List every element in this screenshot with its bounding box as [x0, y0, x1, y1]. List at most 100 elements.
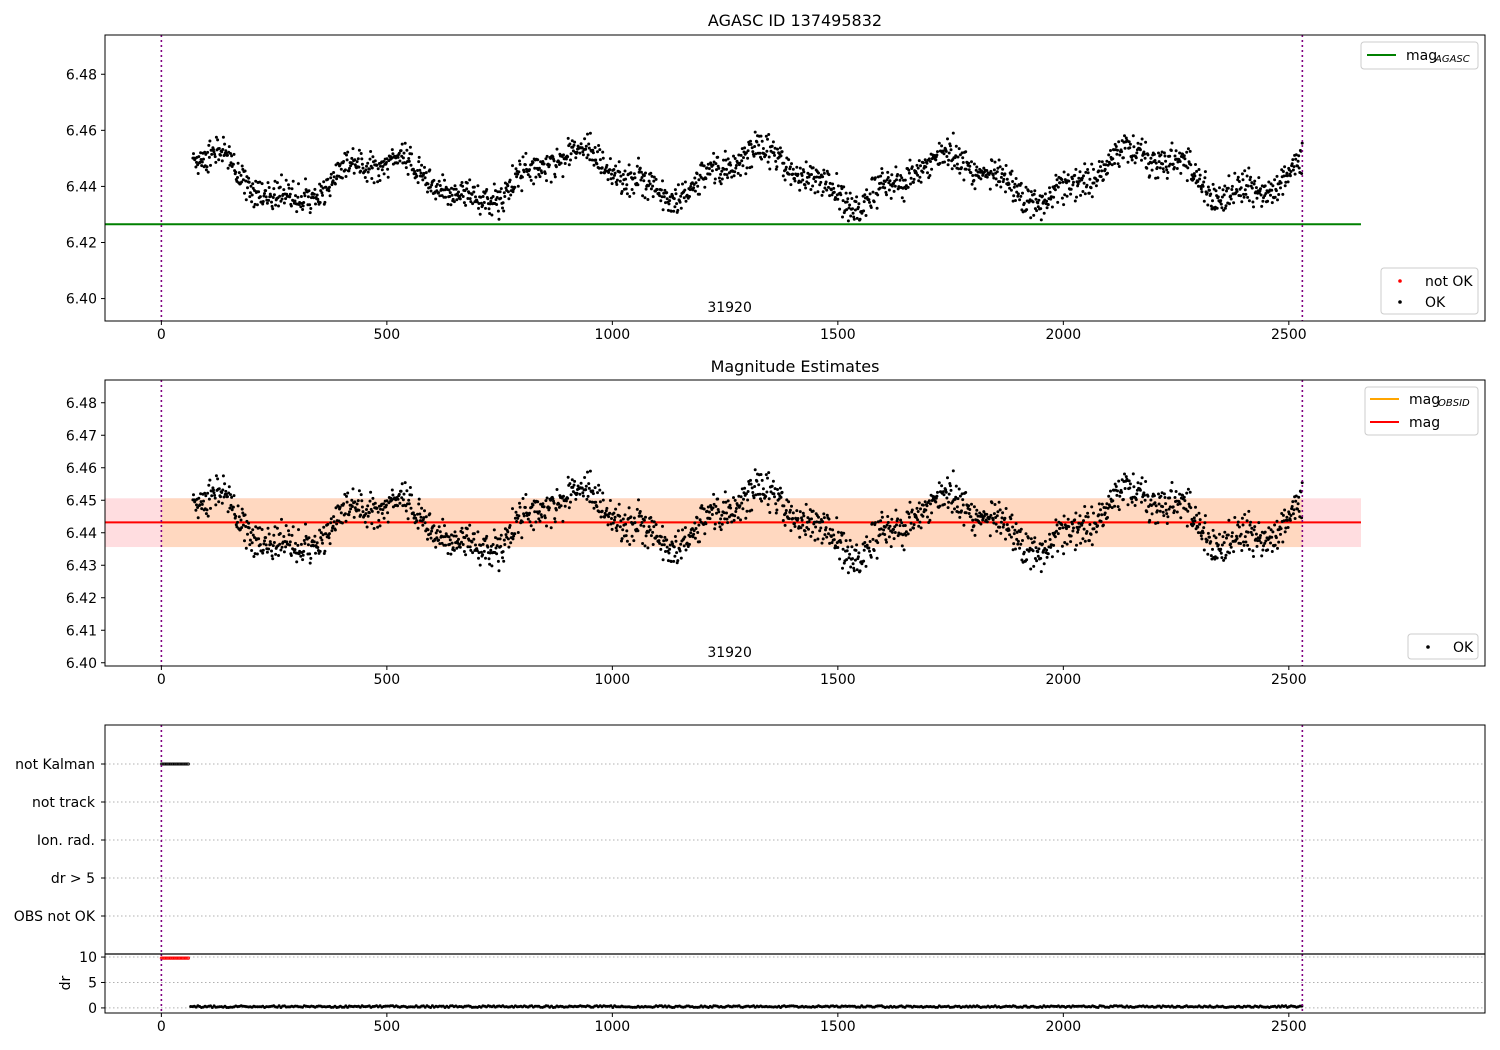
ok-point [811, 509, 815, 513]
ok-point [401, 156, 405, 160]
ok-point [417, 155, 421, 159]
ok-point [331, 524, 335, 528]
ok-point [970, 502, 973, 506]
ok-point [415, 174, 419, 178]
dr-point [344, 1004, 348, 1008]
ok-point [384, 161, 388, 164]
ok-point [935, 153, 939, 157]
ok-point [903, 524, 907, 527]
ok-point [780, 490, 784, 494]
ok-point [231, 505, 235, 509]
ok-point [1061, 526, 1065, 530]
ok-point [462, 201, 466, 205]
ok-point [914, 516, 918, 519]
ok-point [360, 505, 364, 509]
ok-point [1045, 199, 1049, 203]
ok-point [688, 542, 691, 546]
ok-point [958, 171, 962, 175]
ok-point [689, 185, 693, 188]
ok-point [585, 156, 589, 160]
ok-point [1230, 184, 1234, 188]
ok-point [230, 508, 234, 512]
ok-point [1205, 538, 1209, 542]
ok-point [1009, 535, 1013, 539]
ok-point [230, 154, 234, 158]
ok-point [1076, 530, 1080, 534]
ok-point [409, 163, 413, 167]
ok-point [1060, 196, 1064, 200]
ok-point [248, 538, 252, 542]
flag-point [186, 762, 190, 766]
ok-point [302, 201, 306, 204]
ok-point [774, 159, 778, 163]
ok-point [1092, 527, 1096, 531]
ok-point [1018, 530, 1022, 534]
ok-point [200, 164, 204, 168]
ok-point [726, 176, 730, 180]
ok-point [1294, 153, 1298, 157]
ok-point [1001, 167, 1005, 171]
ok-point [750, 508, 754, 512]
ok-point [764, 134, 768, 138]
ok-point [842, 531, 846, 535]
ok-point [1252, 182, 1256, 186]
ok-point [1016, 194, 1020, 198]
ok-point [423, 165, 426, 169]
ok-point [754, 152, 758, 156]
ok-point [426, 528, 430, 532]
ok-point [209, 163, 212, 167]
ok-point [1245, 519, 1249, 523]
y-tick-label: 6.43 [66, 558, 97, 574]
ok-point [1034, 197, 1038, 201]
ok-point [1195, 513, 1199, 517]
ok-point [562, 494, 565, 498]
ok-point [1005, 523, 1009, 527]
ok-point [417, 502, 421, 506]
ok-point [1042, 211, 1046, 215]
ok-point [301, 558, 305, 562]
ok-point [1211, 528, 1215, 532]
ok-point [969, 515, 973, 519]
ok-point [1172, 509, 1176, 513]
ok-point [261, 200, 265, 203]
ok-point [1018, 546, 1022, 550]
ok-point [642, 174, 646, 178]
y-tick-label: 6.40 [66, 656, 97, 672]
ok-point [625, 183, 629, 187]
ok-point [985, 520, 989, 524]
ok-point [273, 525, 277, 529]
ok-point [306, 543, 310, 547]
ok-point [531, 503, 535, 507]
ok-point [744, 492, 748, 496]
ok-point [1246, 543, 1250, 547]
ok-point [477, 551, 481, 555]
ok-point [262, 542, 266, 546]
ok-point [484, 206, 487, 210]
ok-point [1162, 170, 1166, 174]
ok-point [545, 154, 549, 158]
ok-point [1177, 500, 1181, 504]
ok-point [194, 508, 198, 512]
ok-point [255, 203, 259, 207]
ok-point [610, 172, 613, 176]
ok-point [1001, 511, 1005, 515]
flag-label: OBS not OK [14, 909, 96, 925]
ok-point [318, 528, 322, 532]
ok-point [961, 498, 965, 502]
ok-point [477, 556, 480, 560]
ok-point [264, 189, 268, 193]
ok-point [1192, 177, 1196, 181]
ok-point [673, 205, 677, 209]
ok-point [343, 492, 347, 496]
ok-point [1050, 555, 1054, 559]
ok-point [309, 556, 313, 560]
ok-point [1162, 151, 1166, 155]
ok-point [991, 518, 995, 522]
ok-point [1209, 204, 1213, 208]
dr-point [186, 956, 190, 960]
ok-point [267, 198, 271, 202]
ok-point [391, 493, 395, 497]
ok-point [568, 142, 572, 146]
ok-point [796, 517, 800, 520]
legend-subscript: OBSID [1438, 398, 1470, 409]
